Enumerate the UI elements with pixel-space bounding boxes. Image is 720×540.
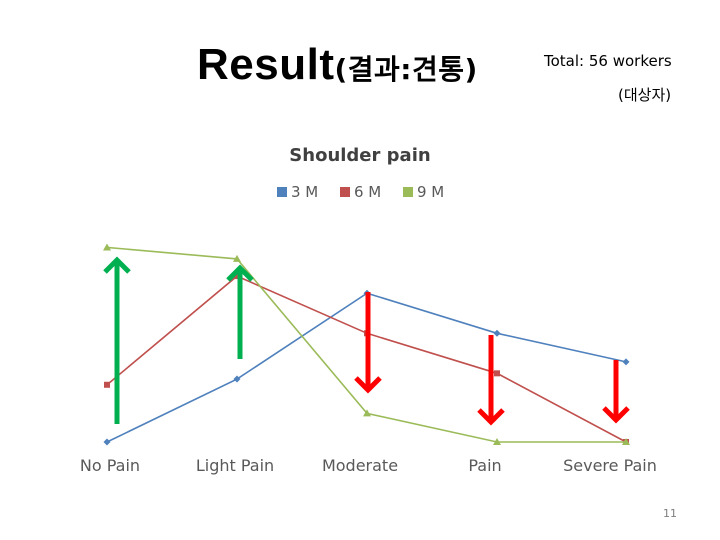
- point-6-m-no-pain: [104, 381, 110, 388]
- arrow-down-pain-head: [477, 408, 505, 426]
- point-3-m-pain: [493, 329, 501, 337]
- category-label-pain: Pain: [468, 456, 501, 475]
- category-label-no-pain: No Pain: [80, 456, 140, 475]
- subject-label: (대상자): [618, 86, 672, 104]
- total-workers-label: Total: 56 workers: [544, 52, 672, 70]
- point-9-m-pain: [493, 438, 501, 445]
- chart-title: Shoulder pain: [289, 145, 430, 166]
- arrow-down-severe-pain-head: [602, 406, 630, 424]
- point-9-m-light-pain: [233, 254, 241, 262]
- arrow-up-light-pain-head: [226, 264, 254, 282]
- slide-title-main: Result: [197, 40, 335, 89]
- slide-title-sub: (결과:견통): [334, 53, 478, 86]
- category-label-severe-pain: Severe Pain: [563, 456, 657, 475]
- point-6-m-light-pain: [234, 273, 240, 280]
- legend-swatch-9-m: [403, 187, 413, 197]
- arrow-down-moderate-head: [354, 376, 382, 394]
- point-6-m-pain: [494, 370, 500, 377]
- legend-label-9-m: 9 M: [417, 183, 444, 201]
- legend-swatch-3-m: [277, 187, 287, 197]
- category-label-light-pain: Light Pain: [196, 456, 274, 475]
- point-3-m-no-pain: [103, 438, 111, 446]
- legend-label-3-m: 3 M: [291, 183, 318, 201]
- point-9-m-no-pain: [103, 243, 111, 251]
- point-9-m-severe-pain: [622, 438, 630, 445]
- page-number: 11: [663, 507, 677, 520]
- legend-swatch-6-m: [340, 187, 350, 197]
- point-9-m-moderate: [363, 409, 371, 417]
- slide-title: Result(결과:견통): [197, 40, 478, 90]
- point-3-m-severe-pain: [622, 358, 630, 366]
- point-3-m-light-pain: [233, 375, 241, 383]
- legend-label-6-m: 6 M: [354, 183, 381, 201]
- arrow-up-no-pain-head: [103, 256, 131, 274]
- category-label-moderate: Moderate: [322, 456, 398, 475]
